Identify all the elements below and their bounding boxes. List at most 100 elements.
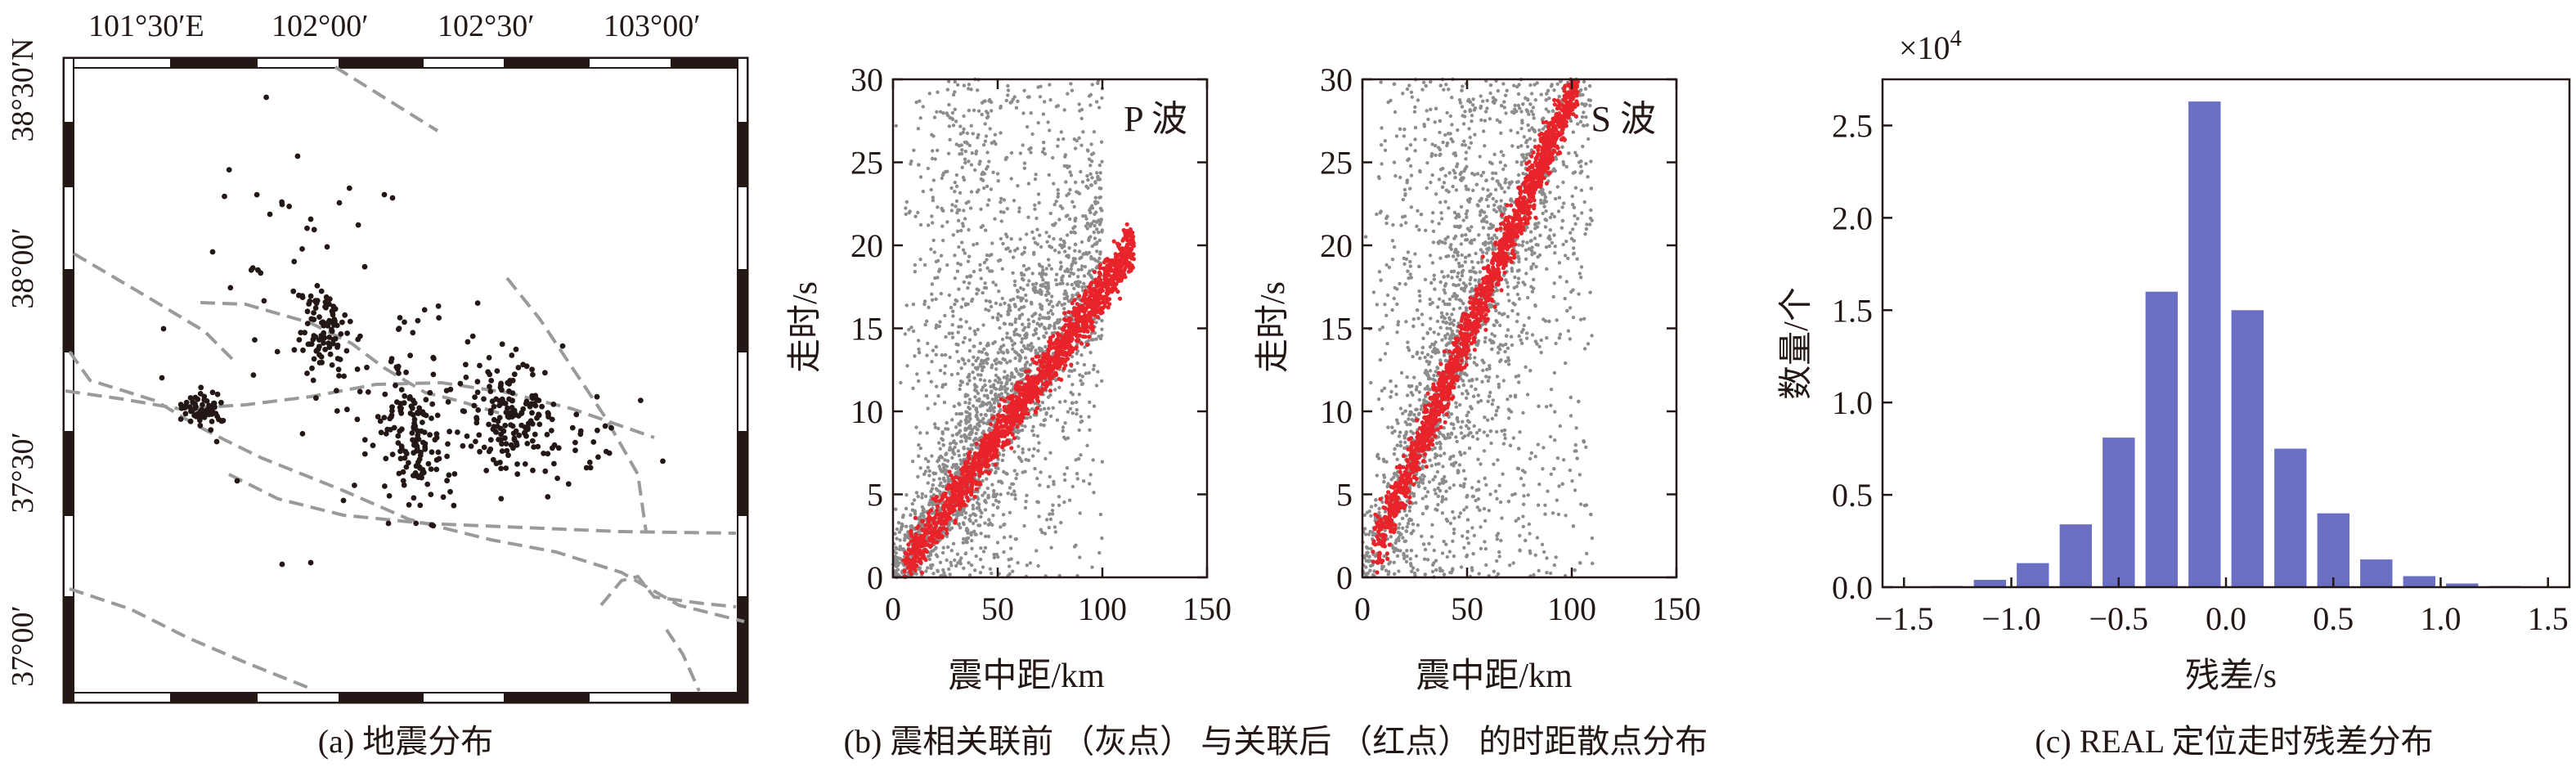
gray-point [893, 532, 897, 536]
earthquake-dot [279, 201, 285, 208]
gray-point [957, 287, 961, 291]
gray-point [895, 536, 899, 541]
gray-point [962, 280, 967, 285]
gray-point [967, 159, 971, 164]
gray-point [1005, 361, 1009, 365]
red-point [955, 482, 960, 487]
earthquake-dot [530, 467, 536, 474]
gray-point [969, 190, 974, 194]
gray-point [967, 108, 972, 113]
earthquake-dot [515, 365, 522, 370]
gray-point [1006, 83, 1010, 88]
red-point [981, 446, 985, 451]
gray-point [918, 431, 922, 435]
red-point [1097, 266, 1102, 271]
red-point [944, 519, 949, 525]
gray-point [988, 269, 992, 273]
gray-point [1021, 278, 1025, 282]
gray-point [955, 269, 960, 273]
red-point [918, 536, 922, 542]
gray-point [949, 549, 954, 553]
gray-point [1092, 219, 1096, 223]
gray-point [1010, 382, 1014, 386]
red-point [963, 489, 968, 494]
gray-point [913, 512, 918, 516]
gray-point [996, 375, 1000, 380]
gray-point [1027, 322, 1031, 326]
earthquake-dot [421, 411, 427, 418]
gray-point [1021, 263, 1026, 268]
gray-point [990, 141, 994, 145]
gray-point [966, 302, 970, 307]
gray-point [941, 238, 945, 243]
gray-point [1094, 242, 1099, 246]
red-point [994, 454, 999, 460]
red-point [1103, 300, 1108, 305]
gray-point [999, 209, 1003, 214]
red-points-p [901, 222, 1136, 580]
red-point [953, 518, 958, 523]
gray-point [1056, 191, 1061, 196]
earthquake-dot [307, 293, 314, 299]
earthquake-dot [435, 303, 442, 309]
red-point [1120, 246, 1124, 251]
gray-point [904, 200, 909, 204]
red-point [1067, 321, 1072, 325]
gray-point [950, 335, 955, 339]
map-border-segment [256, 57, 340, 69]
gray-point [983, 508, 988, 512]
gray-point [949, 560, 953, 564]
earthquake-dot [378, 429, 384, 436]
gray-point [1066, 282, 1070, 286]
gray-point [970, 546, 974, 550]
earthquake-dot [486, 421, 491, 428]
gray-point [1077, 393, 1082, 397]
earthquake-dot [471, 402, 478, 409]
gray-point [989, 384, 993, 388]
gray-point [937, 477, 942, 481]
gray-point [1075, 412, 1079, 416]
gray-point [982, 393, 987, 397]
gray-point [1043, 344, 1048, 349]
p-xlabel: 震中距/km [948, 658, 1105, 695]
earthquake-dot [263, 94, 269, 101]
red-point [1093, 288, 1097, 293]
earthquake-dot [384, 426, 391, 433]
red-point [977, 474, 982, 478]
gray-point [933, 276, 937, 281]
gray-point [987, 198, 991, 202]
gray-point [978, 571, 983, 575]
gray-point [954, 204, 958, 209]
red-point [1078, 304, 1083, 309]
gray-point [999, 303, 1003, 307]
gray-point [958, 124, 963, 128]
gray-point [1018, 237, 1022, 241]
gray-point [962, 522, 966, 527]
gray-point [1067, 374, 1071, 379]
gray-point [1052, 321, 1057, 325]
earthquake-dot [532, 431, 538, 438]
earthquake-dot [211, 400, 217, 406]
earthquake-dot [414, 446, 420, 452]
gray-point [1036, 121, 1040, 125]
gray-point [980, 350, 985, 354]
red-point [1049, 358, 1054, 363]
gray-point [947, 490, 951, 495]
gray-point [964, 320, 968, 324]
gray-point [1002, 523, 1006, 527]
gray-point [1079, 379, 1083, 383]
gray-point [1052, 249, 1057, 253]
earthquake-dot [267, 211, 273, 218]
gray-point [1095, 171, 1099, 175]
gray-point [1078, 511, 1082, 515]
gray-point [999, 236, 1003, 241]
gray-point [1087, 236, 1092, 240]
red-point [977, 451, 982, 456]
earthquake-dot [355, 222, 361, 228]
gray-point [968, 274, 973, 278]
gray-point [1069, 173, 1074, 177]
gray-point [1081, 130, 1085, 134]
earthquake-dot [444, 478, 450, 484]
gray-point [974, 518, 978, 523]
